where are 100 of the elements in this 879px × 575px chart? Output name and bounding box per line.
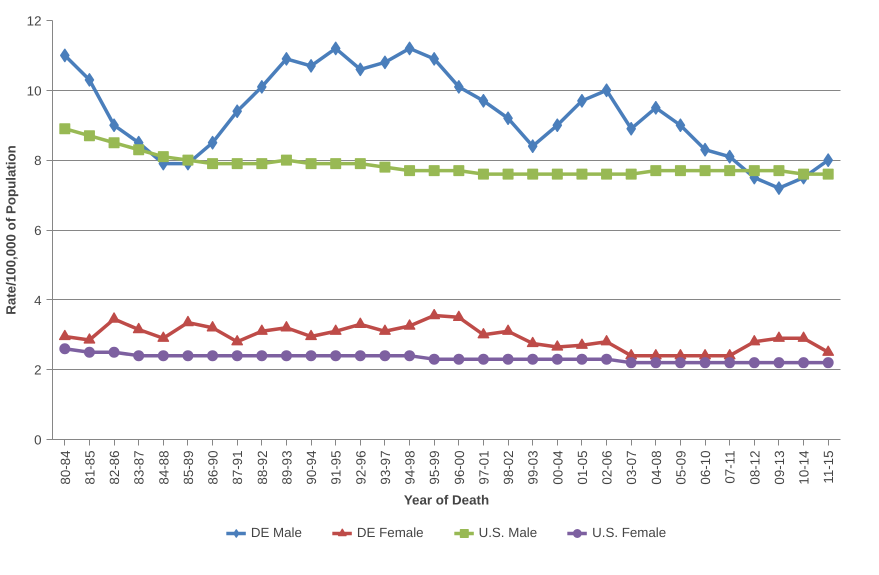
- x-tick-label: 93-97: [378, 450, 393, 485]
- point: [626, 122, 636, 136]
- point: [773, 165, 784, 176]
- point: [182, 154, 194, 166]
- point: [280, 350, 292, 362]
- point: [453, 354, 464, 365]
- y-tick-label: 10: [26, 83, 42, 98]
- point: [822, 345, 834, 356]
- point: [379, 350, 390, 362]
- point: [306, 350, 317, 362]
- point: [330, 324, 342, 335]
- point: [724, 357, 736, 368]
- y-tick-label: 8: [34, 153, 42, 168]
- point: [478, 168, 489, 180]
- point: [748, 334, 760, 346]
- point: [182, 350, 194, 362]
- point: [404, 165, 416, 176]
- point: [772, 331, 785, 342]
- point: [256, 158, 268, 170]
- point: [355, 62, 366, 76]
- point: [306, 158, 317, 170]
- point: [108, 346, 120, 358]
- point: [601, 354, 612, 365]
- point: [528, 139, 538, 154]
- x-tick-label: 08-12: [747, 450, 762, 485]
- x-tick-label: 11-15: [821, 450, 836, 484]
- legend-label: U.S. Female: [592, 525, 666, 540]
- point: [133, 350, 144, 362]
- point: [379, 162, 390, 173]
- point: [182, 316, 194, 326]
- x-tick-label: 83-87: [132, 450, 147, 485]
- point: [158, 350, 169, 362]
- legend-label: U.S. Male: [478, 525, 538, 540]
- x-tick-label: 87-91: [230, 450, 246, 485]
- x-tick-label: 84-88: [156, 450, 172, 485]
- y-tick-label: 2: [34, 362, 42, 378]
- point: [378, 324, 391, 335]
- point: [552, 168, 563, 180]
- point: [59, 123, 70, 134]
- x-tick-label: 10-14: [796, 450, 812, 485]
- point: [354, 350, 366, 362]
- point: [330, 158, 342, 170]
- point: [108, 137, 120, 148]
- point: [601, 168, 612, 180]
- point: [626, 168, 637, 180]
- point: [798, 168, 810, 180]
- x-tick-label: 85-89: [180, 450, 196, 485]
- point: [428, 165, 440, 176]
- point: [527, 168, 538, 180]
- point: [700, 165, 711, 176]
- x-tick-label: 09-13: [772, 450, 787, 485]
- x-tick-label: 95-99: [427, 450, 442, 485]
- point: [551, 340, 564, 351]
- point: [552, 354, 563, 365]
- point: [822, 357, 834, 368]
- x-tick-label: 90-94: [304, 450, 320, 485]
- point: [84, 346, 95, 358]
- point: [133, 144, 144, 156]
- point: [576, 338, 588, 349]
- point: [207, 350, 218, 362]
- y-tick-label: 6: [34, 223, 42, 238]
- point: [83, 333, 96, 344]
- point: [748, 165, 760, 176]
- x-tick-label: 97-01: [476, 450, 492, 485]
- point: [256, 350, 268, 362]
- legend-label: DE Male: [250, 525, 302, 540]
- point: [700, 357, 711, 368]
- point: [59, 343, 70, 354]
- point: [454, 80, 464, 94]
- point: [404, 350, 416, 362]
- legend-label: DE Female: [356, 525, 424, 540]
- point: [798, 357, 810, 368]
- point: [305, 330, 318, 340]
- point: [724, 150, 735, 164]
- x-tick-label: 82-86: [107, 450, 122, 485]
- point: [84, 130, 95, 142]
- point: [231, 334, 244, 346]
- x-tick-label: 86-90: [206, 450, 221, 485]
- point: [428, 354, 440, 365]
- point: [626, 357, 637, 368]
- point: [58, 330, 71, 340]
- point: [477, 328, 490, 338]
- y-tick-label: 0: [34, 432, 42, 448]
- x-tick-label: 92-96: [353, 450, 368, 485]
- point: [158, 151, 169, 162]
- x-tick-label: 06-10: [698, 450, 714, 485]
- x-tick-label: 89-93: [279, 450, 294, 485]
- point: [576, 168, 588, 180]
- point: [280, 320, 292, 332]
- point: [354, 317, 366, 328]
- x-tick-label: 02-06: [600, 450, 615, 485]
- point: [576, 354, 588, 365]
- point: [502, 324, 514, 335]
- point: [502, 354, 514, 365]
- point: [404, 319, 416, 330]
- x-tick-label: 04-08: [648, 450, 664, 485]
- y-tick-label: 12: [26, 14, 42, 28]
- x-tick-label: 81-85: [82, 450, 98, 485]
- point: [108, 312, 120, 323]
- x-tick-label: 05-09: [673, 450, 688, 485]
